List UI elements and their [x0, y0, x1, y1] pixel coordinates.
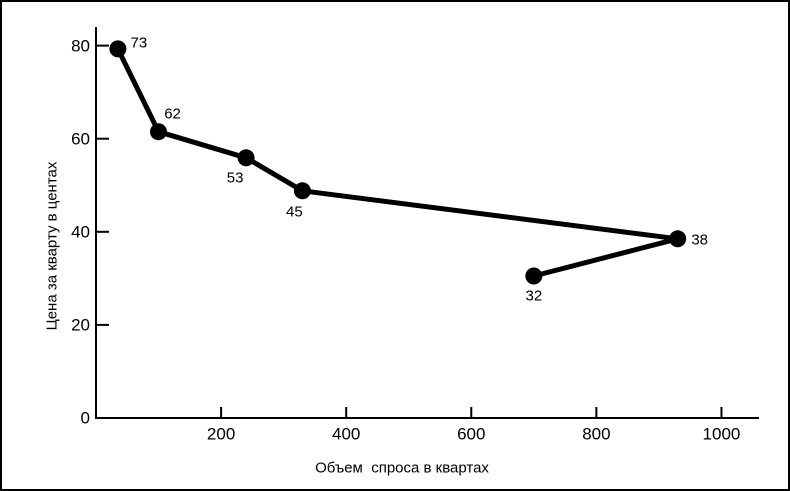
x-tick-label-800: 800 [582, 424, 611, 444]
x-tick-label-600: 600 [457, 424, 486, 444]
point-label-32: 32 [525, 287, 543, 305]
data-point-45 [293, 182, 311, 200]
point-label-45: 45 [286, 203, 303, 221]
point-label-73: 73 [130, 34, 148, 52]
y-tick-label-20: 20 [71, 315, 90, 335]
y-tick-label-80: 80 [71, 36, 90, 56]
demand-curve-line [115, 47, 681, 279]
x-tick-label-1000: 1000 [702, 424, 741, 444]
data-point-32 [525, 267, 543, 285]
data-point-73 [109, 40, 127, 58]
x-tick-label-200: 200 [206, 424, 236, 444]
y-axis-title: Цена за кварту в центах [43, 161, 61, 331]
y-tick-label-40: 40 [71, 222, 90, 242]
data-point-53 [237, 149, 255, 167]
x-tick-label-400: 400 [332, 424, 361, 444]
data-point-62 [150, 123, 167, 141]
point-label-38: 38 [691, 231, 709, 249]
point-label-62: 62 [164, 105, 181, 123]
y-tick-label-0: 0 [80, 408, 90, 428]
y-tick-label-60: 60 [71, 129, 90, 149]
data-point-38 [669, 230, 687, 248]
point-label-53: 53 [226, 169, 244, 187]
x-axis-title: Объем спроса в квартах [315, 459, 489, 477]
